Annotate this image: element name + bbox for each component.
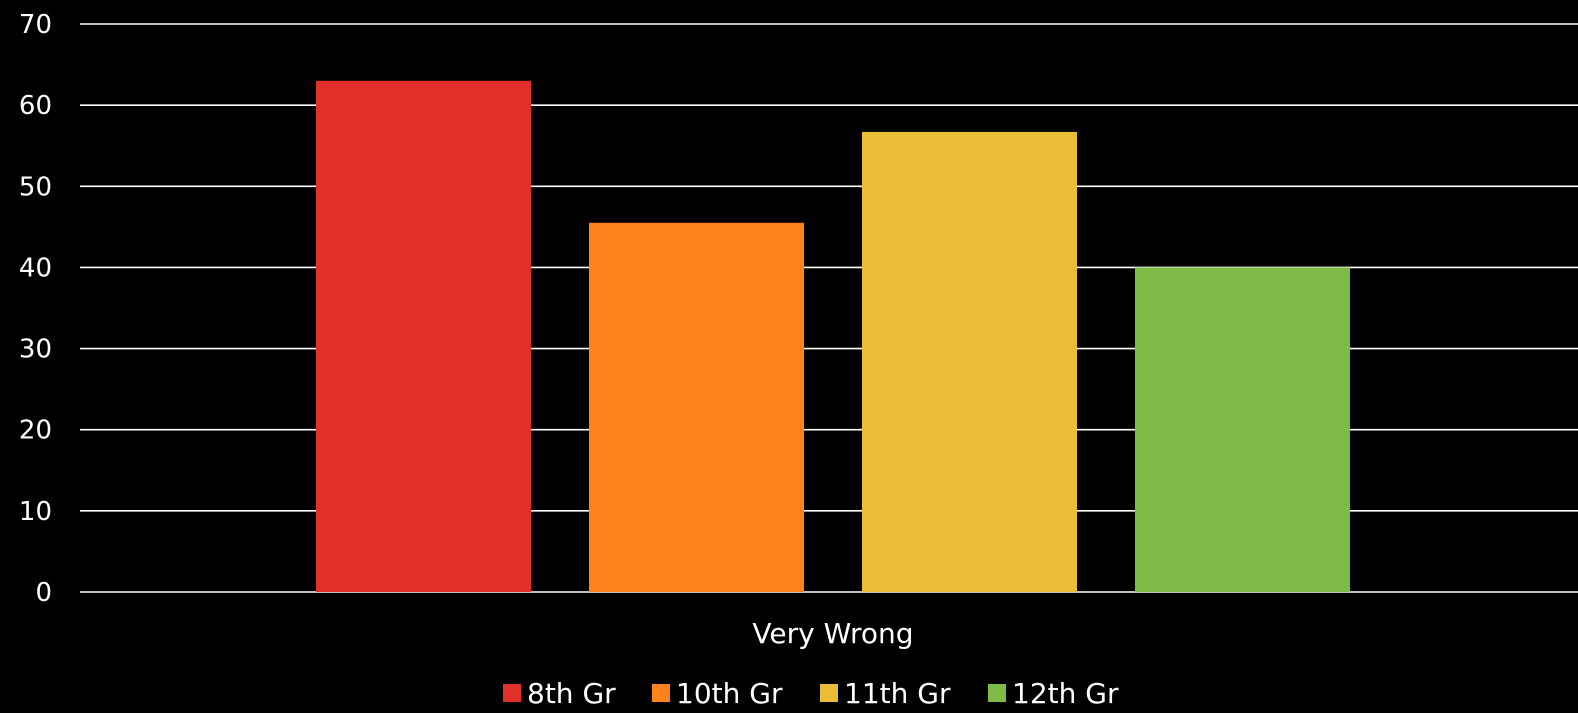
y-tick-label: 50	[19, 172, 52, 202]
y-axis-ticks: 0 10 20 30 40 50 60 70	[19, 10, 52, 608]
legend: 8th Gr 10th Gr 11th Gr 12th Gr	[503, 677, 1119, 710]
bar-12th-gr	[1135, 267, 1350, 592]
y-tick-label: 10	[19, 497, 52, 527]
legend-swatch	[652, 684, 670, 702]
gridlines	[80, 23, 1578, 593]
bars	[316, 80, 1350, 593]
legend-label: 10th Gr	[676, 677, 783, 710]
y-tick-label: 60	[19, 91, 52, 121]
legend-label: 11th Gr	[844, 677, 951, 710]
y-tick-label: 70	[19, 10, 52, 40]
y-tick-label: 30	[19, 335, 52, 365]
y-tick-label: 40	[19, 253, 52, 283]
x-category-label: Very Wrong	[752, 617, 913, 650]
y-tick-label: 0	[35, 578, 52, 608]
legend-swatch	[503, 684, 521, 702]
bar-10th-gr	[589, 222, 804, 593]
y-tick-label: 20	[19, 416, 52, 446]
legend-swatch	[988, 684, 1006, 702]
legend-swatch	[820, 684, 838, 702]
category-labels: Very Wrong	[752, 617, 913, 650]
legend-label: 8th Gr	[527, 677, 616, 710]
bar-8th-gr	[316, 80, 531, 593]
legend-label: 12th Gr	[1012, 677, 1119, 710]
bar-11th-gr	[862, 131, 1077, 593]
